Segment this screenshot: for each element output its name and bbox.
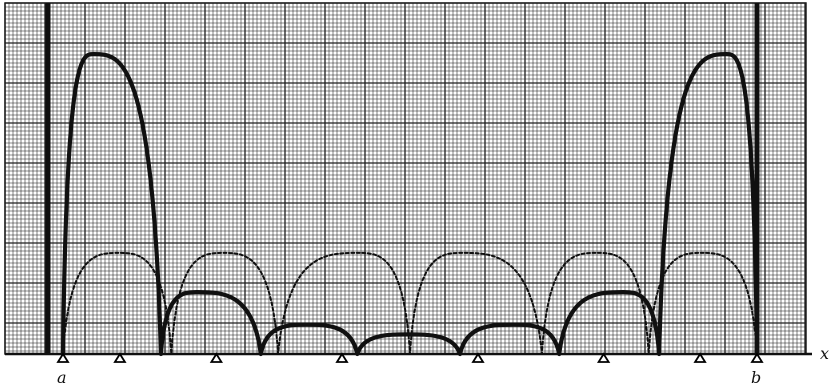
triangle-marker [209,352,223,363]
triangle-marker [750,352,764,363]
triangle-marker [335,352,349,363]
triangle-marker [113,352,127,363]
series-line-thick [60,52,760,357]
triangle-marker [597,352,611,363]
series-group [60,52,760,357]
triangle-marker [56,352,70,363]
endpoint-label-left: a [57,368,67,384]
grid [4,2,807,355]
triangle-marker [471,352,485,363]
x-axis-label: x [820,344,829,363]
endpoint-label-right: b [751,368,761,384]
zero-markers [56,352,764,363]
series-line-dashed [62,251,758,355]
triangle-marker [693,352,707,363]
